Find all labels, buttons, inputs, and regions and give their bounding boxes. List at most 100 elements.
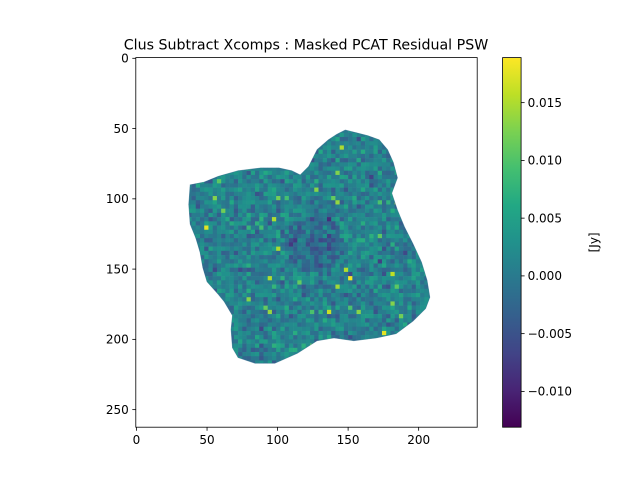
heatmap-pixel [428, 322, 430, 328]
heatmap-pixel [428, 153, 430, 159]
heatmap-pixel [293, 288, 298, 294]
heatmap-pixel [242, 276, 247, 281]
heatmap-pixel [331, 314, 336, 319]
heatmap-pixel [377, 343, 383, 349]
heatmap-pixel [314, 276, 319, 281]
heatmap-pixel [310, 284, 315, 290]
heatmap-pixel [271, 339, 277, 344]
heatmap-pixel [386, 179, 391, 184]
heatmap-pixel [322, 246, 328, 252]
heatmap-pixel [420, 267, 425, 273]
heatmap-pixel [212, 208, 218, 214]
heatmap-pixel [288, 196, 294, 201]
heatmap-pixel [208, 170, 213, 176]
heatmap-pixel [221, 187, 226, 193]
heatmap-pixel [356, 352, 362, 357]
heatmap-pixel [403, 200, 408, 205]
heatmap-pixel [428, 238, 430, 243]
heatmap-pixel [420, 360, 425, 364]
heatmap-pixel [373, 280, 379, 285]
heatmap-pixel [242, 212, 247, 218]
heatmap-pixel [188, 145, 192, 150]
heatmap-pixel [424, 255, 429, 260]
heatmap-pixel [415, 158, 421, 163]
heatmap-pixel [297, 309, 302, 315]
heatmap-pixel [250, 145, 256, 150]
heatmap-pixel [424, 297, 429, 302]
heatmap-pixel [369, 318, 374, 323]
heatmap-pixel [386, 343, 391, 349]
heatmap-pixel [318, 255, 324, 260]
heatmap-pixel [420, 212, 425, 218]
heatmap-pixel [381, 318, 387, 323]
heatmap-pixel [199, 166, 205, 172]
heatmap-pixel [318, 132, 324, 138]
heatmap-pixel [403, 314, 408, 319]
heatmap-pixel [212, 130, 218, 134]
heatmap-pixel [284, 166, 290, 172]
heatmap-pixel [369, 149, 374, 155]
heatmap-pixel [250, 208, 256, 214]
heatmap-pixel [424, 326, 429, 332]
heatmap-pixel [293, 314, 298, 319]
heatmap-pixel [318, 242, 324, 247]
heatmap-pixel [394, 191, 400, 197]
heatmap-pixel [407, 137, 412, 142]
heatmap-pixel [216, 229, 222, 235]
heatmap-pixel [267, 326, 273, 332]
heatmap-pixel [335, 137, 340, 142]
heatmap-pixel [428, 360, 430, 364]
heatmap-pixel [331, 137, 336, 142]
heatmap-pixel [259, 263, 264, 268]
heatmap-pixel [199, 229, 205, 235]
heatmap-pixel [216, 263, 222, 268]
heatmap-pixel [208, 204, 213, 209]
heatmap-pixel [318, 233, 324, 239]
heatmap-pixel [360, 314, 366, 319]
heatmap-pixel [212, 141, 218, 146]
heatmap-pixel [288, 217, 294, 222]
heatmap-pixel [373, 343, 379, 349]
heatmap-pixel [271, 267, 277, 273]
heatmap-pixel [204, 360, 209, 364]
heatmap-pixel [216, 255, 222, 260]
heatmap-pixel [348, 330, 353, 336]
heatmap-pixel [293, 149, 298, 155]
heatmap-pixel [199, 314, 205, 319]
heatmap-pixel [204, 162, 209, 167]
heatmap-pixel [263, 276, 268, 281]
heatmap-pixel [381, 170, 387, 176]
heatmap-pixel [246, 318, 252, 323]
heatmap-pixel [310, 339, 315, 344]
x-tick-label: 150 [337, 433, 360, 447]
heatmap-pixel [221, 179, 226, 184]
heatmap-pixel [373, 212, 379, 218]
heatmap-pixel [318, 196, 324, 201]
heatmap-pixel [352, 330, 357, 336]
heatmap-pixel [276, 221, 281, 226]
heatmap-pixel [377, 191, 383, 197]
heatmap-pixel [339, 229, 345, 235]
heatmap-pixel [238, 191, 243, 197]
heatmap-pixel [339, 238, 345, 243]
heatmap-pixel [204, 250, 209, 256]
heatmap-pixel [212, 204, 218, 209]
heatmap-pixel [301, 352, 307, 357]
heatmap-pixel [204, 284, 209, 290]
heatmap-pixel [233, 267, 239, 273]
heatmap-pixel [297, 288, 302, 294]
heatmap-pixel [377, 141, 383, 146]
heatmap-pixel [365, 267, 370, 273]
heatmap-pixel [293, 318, 298, 323]
heatmap-pixel [352, 343, 357, 349]
heatmap-pixel [348, 187, 353, 193]
heatmap-pixel [208, 288, 213, 294]
heatmap-pixel [318, 301, 324, 306]
heatmap-pixel [407, 276, 412, 281]
heatmap-pixel [255, 212, 260, 218]
heatmap-pixel [297, 360, 302, 364]
heatmap-pixel [242, 292, 247, 298]
heatmap-pixel [343, 141, 349, 146]
heatmap-pixel [221, 288, 226, 294]
heatmap-pixel [195, 314, 201, 319]
